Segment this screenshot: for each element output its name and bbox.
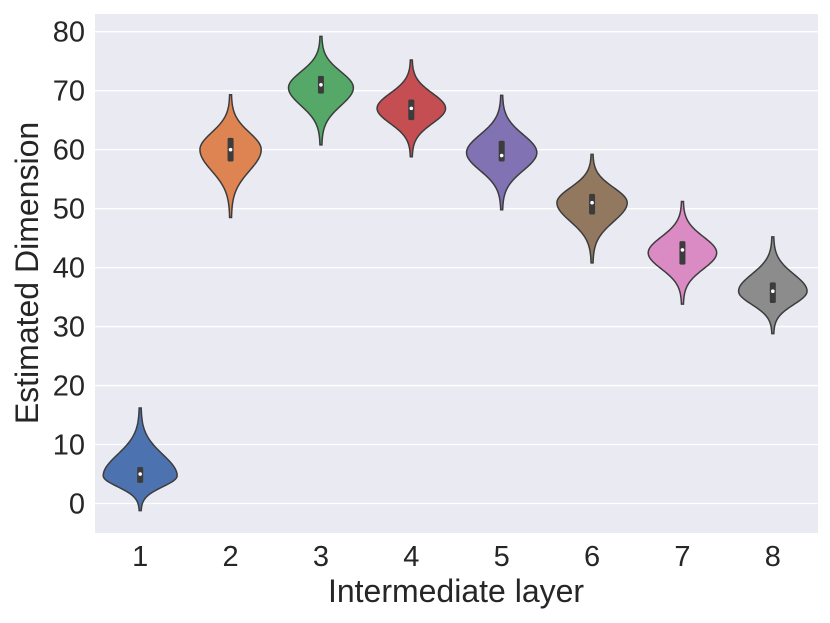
plot-background xyxy=(95,14,818,533)
x-tick-label: 8 xyxy=(765,541,781,573)
x-tick-labels: 1 2 3 4 5 6 7 8 xyxy=(132,541,781,573)
median-marker-6 xyxy=(590,200,594,205)
x-tick-label: 2 xyxy=(222,541,238,573)
x-tick-label: 7 xyxy=(674,541,690,573)
x-tick-label: 4 xyxy=(403,541,419,573)
violins xyxy=(102,35,808,512)
median-marker-4 xyxy=(409,106,414,111)
median-marker-8 xyxy=(771,289,775,293)
y-tick-label: 70 xyxy=(53,76,85,108)
x-tick-label: 1 xyxy=(132,541,148,573)
x-axis-label: Intermediate layer xyxy=(328,573,584,609)
y-tick-label: 30 xyxy=(53,312,85,344)
y-tick-label: 10 xyxy=(53,430,85,462)
y-tick-label: 20 xyxy=(53,371,85,403)
y-tick-label: 50 xyxy=(53,194,85,226)
median-marker-5 xyxy=(499,153,504,158)
y-tick-label: 60 xyxy=(53,135,85,167)
y-tick-label: 0 xyxy=(69,489,85,521)
x-tick-label: 3 xyxy=(313,541,329,573)
violin-layer-1 xyxy=(102,407,178,512)
median-marker-1 xyxy=(138,472,142,476)
x-tick-label: 5 xyxy=(494,541,510,573)
x-tick-label: 6 xyxy=(584,541,600,573)
iqr-box-5 xyxy=(498,140,505,162)
y-tick-label: 40 xyxy=(53,253,85,285)
median-marker-7 xyxy=(680,248,685,252)
median-marker-3 xyxy=(319,82,323,87)
y-axis-label: Estimated Dimension xyxy=(9,122,45,424)
y-tick-label: 80 xyxy=(53,17,85,49)
iqr-box-7 xyxy=(679,241,686,265)
y-tick-labels: 0 10 20 30 40 50 60 70 80 xyxy=(53,17,85,521)
median-marker-2 xyxy=(228,147,233,152)
